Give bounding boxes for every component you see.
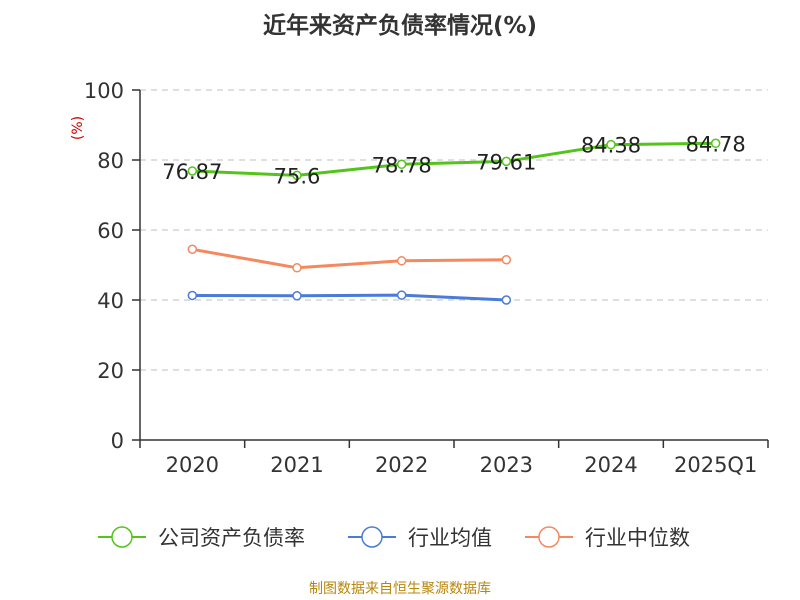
y-tick-label: 60 — [97, 219, 124, 243]
data-point — [396, 159, 407, 170]
x-tick-label: 2025Q1 — [674, 453, 757, 477]
chart-title: 近年来资产负债率情况(%) — [262, 13, 538, 39]
series-line — [192, 247, 507, 270]
y-tick-label: 100 — [84, 79, 124, 103]
data-label: 78.78 — [372, 153, 432, 177]
y-tick-label: 0 — [111, 429, 124, 453]
data-point — [606, 139, 616, 150]
x-tick-label: 2020 — [166, 453, 219, 477]
x-tick-label: 2022 — [375, 453, 428, 477]
data-label: 79.61 — [476, 150, 536, 174]
data-point — [396, 290, 407, 300]
data-label: 84.38 — [581, 134, 641, 158]
legend-label: 行业中位数 — [585, 526, 690, 550]
data-point — [187, 244, 198, 254]
x-tick-label: 2021 — [270, 453, 323, 477]
series-line — [192, 293, 507, 302]
y-axis-label: (%) — [70, 116, 86, 140]
legend-label: 公司资产负债率 — [158, 526, 305, 550]
data-label: 76.87 — [162, 160, 222, 184]
legend-swatch-marker — [361, 526, 383, 548]
legend-label: 行业均值 — [408, 526, 492, 550]
y-tick-label: 40 — [97, 289, 124, 313]
x-tick-label: 2023 — [480, 453, 533, 477]
data-point — [710, 138, 721, 149]
data-point — [396, 256, 407, 266]
data-label: 84.78 — [686, 132, 746, 156]
data-point — [501, 156, 512, 167]
legend-swatch-marker — [538, 526, 560, 548]
series-line — [192, 141, 716, 177]
data-point — [501, 295, 512, 305]
data-point — [292, 263, 302, 273]
data-point — [187, 290, 198, 301]
y-tick-label: 80 — [97, 149, 124, 173]
x-tick-label: 2024 — [584, 453, 637, 477]
source-note: 制图数据来自恒生聚源数据库 — [309, 581, 491, 597]
data-point — [292, 291, 302, 301]
data-point — [187, 166, 198, 176]
data-point — [292, 170, 302, 181]
y-tick-label: 20 — [97, 359, 124, 383]
legend-swatch-marker — [111, 526, 133, 548]
data-point — [501, 255, 512, 265]
data-label: 75.6 — [274, 164, 321, 188]
